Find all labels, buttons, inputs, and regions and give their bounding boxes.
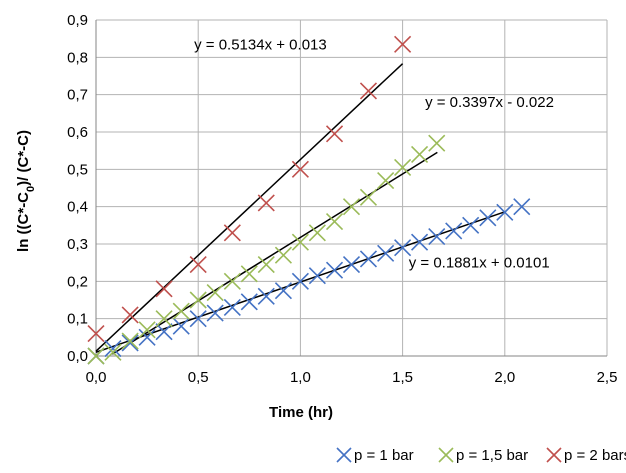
data-point-series-3 [291,160,309,178]
data-point-series-1 [257,287,275,305]
data-point-series-2 [155,310,173,328]
trendline-equations: y = 0.5134x + 0.013 y = 0.3397x - 0.022 y … [194,36,554,271]
tick-labels: 0,0 0,1 0,2 0,3 0,4 0,5 0,6 0,7 0,8 0,9 0,0 0,5 1,0 1… [67,12,617,386]
data-point-series-2 [308,224,326,242]
data-point-series-3 [257,194,275,212]
data-point-series-1 [496,203,514,221]
data-point-series-2 [342,198,361,216]
data-points [87,35,531,365]
x-tick-label: 0,0 [86,369,107,386]
x-tick-label: 1,0 [290,369,311,386]
data-point-series-3 [359,82,378,100]
trendline-equation: y = 0.1881x + 0.0101 [409,255,550,272]
data-point-series-2 [172,302,190,320]
data-point-series-1 [342,255,361,274]
legend-label-series-1: p = 1 bar [354,447,414,464]
data-point-series-2 [206,283,224,302]
data-point-series-1 [291,272,309,290]
legend-marker-series-3 [546,447,562,463]
y-tick-label: 0,4 [67,199,88,216]
data-point-series-1 [138,328,156,346]
y-tick-label: 0,8 [67,49,88,66]
x-tick-label: 2,5 [597,369,618,386]
data-point-series-1 [462,216,480,234]
data-point-series-3 [223,224,241,242]
data-point-series-2 [359,188,378,206]
axes [95,20,607,357]
trendline-equation: y = 0.3397x - 0.022 [425,94,554,111]
data-point-series-1 [394,239,412,257]
data-point-series-2 [104,343,122,361]
data-point-series-1 [325,261,344,279]
y-tick-label: 0,9 [67,12,88,29]
y-axis-title-part2: )/ (C*-C) [15,130,32,186]
data-point-series-1 [189,310,207,328]
legend-label-series-3: p = 2 bars [564,447,626,464]
legend-label-series-2: p = 1,5 bar [456,447,528,464]
data-point-series-1 [240,293,258,311]
data-point-series-1 [172,317,190,335]
data-point-series-1 [206,304,224,322]
legend-marker-series-2 [438,447,454,463]
data-point-series-2 [428,134,446,152]
data-point-series-2 [240,265,258,283]
y-axis-title-part1: ln ((C*-C [15,192,32,252]
data-point-series-2 [223,272,241,290]
data-point-series-2 [377,171,395,190]
data-point-series-2 [291,233,309,251]
data-point-series-2 [138,321,156,339]
data-point-series-3 [189,255,207,274]
data-point-series-1 [121,334,139,352]
data-point-series-2 [87,347,105,365]
data-point-series-2 [257,255,275,274]
data-point-series-2 [189,291,207,309]
y-tick-label: 0,5 [67,161,88,178]
data-point-series-1 [274,282,293,300]
trendline-series-3 [95,63,404,352]
y-tick-label: 0,7 [67,87,88,104]
data-point-series-1 [479,209,497,227]
trendline-equation: y = 0.5134x + 0.013 [194,36,327,53]
data-point-series-2 [274,246,293,264]
gridlines [95,19,608,357]
data-point-series-1 [104,339,122,358]
legend: p = 1 bar p = 1,5 bar p = 2 bars [336,447,626,464]
data-point-series-1 [513,198,531,216]
data-point-series-2 [410,145,429,163]
data-point-series-3 [325,125,344,143]
data-point-series-1 [410,233,429,251]
data-point-series-1 [359,250,378,268]
y-tick-label: 0,3 [67,236,88,253]
data-point-series-3 [394,35,412,53]
y-tick-label: 0,2 [67,273,88,290]
y-tick-label: 0,0 [67,348,88,365]
data-point-series-3 [87,325,105,343]
x-axis-title: Time (hr) [269,404,333,421]
x-tick-label: 1,5 [392,369,413,386]
data-point-series-1 [155,323,173,341]
data-point-series-3 [155,280,173,298]
data-point-series-1 [377,244,395,262]
y-tick-label: 0,6 [67,124,88,141]
data-point-series-2 [325,213,344,231]
y-axis-title: ln ((C*-C0)/ (C*-C) [15,130,37,252]
data-point-series-1 [428,227,446,246]
y-tick-label: 0,1 [67,311,88,328]
data-point-series-1 [308,267,326,285]
legend-marker-series-1 [336,447,352,463]
y-axis-title-subscript: 0 [25,186,37,192]
data-point-series-2 [394,158,412,177]
data-point-series-2 [121,332,139,350]
data-point-series-3 [121,306,139,324]
data-point-series-1 [445,222,463,240]
x-tick-label: 0,5 [188,369,209,386]
x-tick-label: 2,0 [494,369,515,386]
data-point-series-1 [223,298,241,317]
